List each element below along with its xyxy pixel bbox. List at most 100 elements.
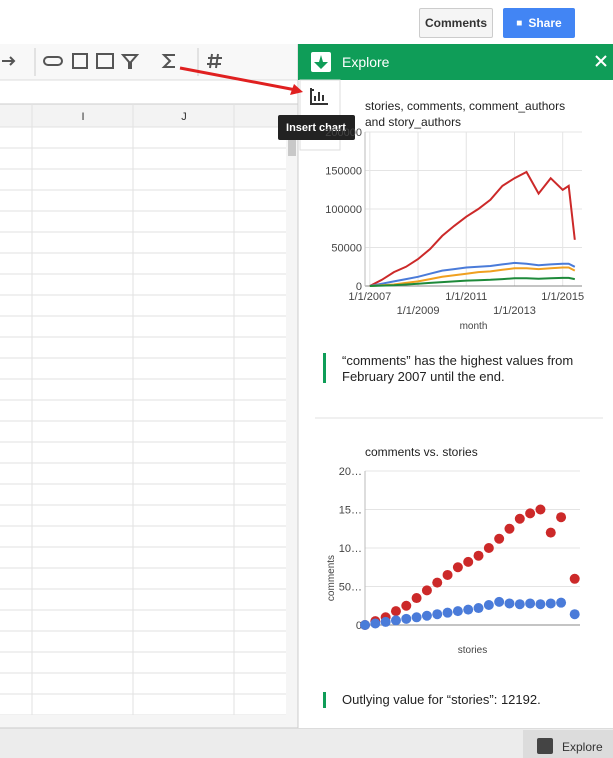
scatter-point xyxy=(556,512,567,523)
scatter-point xyxy=(525,598,536,609)
tooltip xyxy=(278,115,355,140)
cell-grid xyxy=(0,104,286,716)
scatter-point xyxy=(390,615,401,626)
scatter-point xyxy=(370,618,381,629)
link-icon[interactable] xyxy=(43,56,63,66)
column-header-bar xyxy=(0,104,298,127)
explore-button-label[interactable]: Explore xyxy=(562,740,603,754)
chart-title: comments vs. stories xyxy=(365,445,478,459)
scatter-point xyxy=(494,533,505,544)
close-button[interactable] xyxy=(595,55,607,67)
scatter-point xyxy=(411,593,422,604)
insight-bar xyxy=(323,353,326,383)
scatter-point xyxy=(432,609,443,620)
toolbar-icons xyxy=(2,53,222,69)
scatter-point xyxy=(569,573,580,584)
scatter-point xyxy=(473,603,484,614)
series-line xyxy=(369,266,576,287)
lock-icon: ■ xyxy=(516,17,523,29)
x-tick-label: 1/1/2015 xyxy=(541,291,584,303)
share-button[interactable]: ■ Share xyxy=(503,8,575,38)
borders-icon xyxy=(2,56,16,66)
scatter-point xyxy=(421,585,432,596)
y-axis-label: comments xyxy=(326,555,337,601)
scatter-point xyxy=(390,606,401,617)
x-tick-label: 1/1/2011 xyxy=(445,291,487,303)
tooltip-text: Insert chart xyxy=(286,122,346,134)
insight-bar xyxy=(323,692,326,708)
scatter-point xyxy=(411,612,422,623)
scroll-thumb[interactable] xyxy=(288,140,296,156)
share-label[interactable]: Share xyxy=(528,16,562,30)
chart-title: stories, comments, comment_authors and s… xyxy=(365,99,566,129)
y-tick-label: 20… xyxy=(339,466,362,478)
series-line xyxy=(369,170,576,287)
y-tick-label: 150000 xyxy=(325,166,362,178)
explore-header xyxy=(298,44,613,80)
scatter-point xyxy=(569,609,580,620)
chart-icon[interactable] xyxy=(96,53,114,69)
scatter-point xyxy=(380,616,391,627)
arrow-head xyxy=(290,84,303,95)
y-tick-label: 15… xyxy=(339,505,362,517)
scatter-point xyxy=(535,599,546,610)
explore-logo-star xyxy=(314,55,328,69)
functions-icon[interactable] xyxy=(161,54,175,68)
scatter-point xyxy=(504,523,515,534)
scatter-point xyxy=(504,598,515,609)
y-tick-label: 100000 xyxy=(325,204,362,216)
series-line xyxy=(369,261,576,287)
scatter-point xyxy=(442,569,453,580)
scatter-point xyxy=(432,577,443,588)
y-tick-label: 50000 xyxy=(331,243,362,255)
scatter-point xyxy=(514,513,525,524)
comments-button[interactable]: Comments xyxy=(419,8,493,38)
h-scrollbar[interactable] xyxy=(0,715,298,728)
column-header[interactable]: I xyxy=(81,111,84,123)
y-tick-label: 50… xyxy=(339,582,362,594)
input-tools-icon[interactable] xyxy=(207,53,222,69)
scatter-point xyxy=(463,556,474,567)
arrow xyxy=(179,66,297,92)
x-tick-label: 1/1/2007 xyxy=(348,291,391,303)
y-tick-label: 200000 xyxy=(325,127,362,139)
scatter-point xyxy=(545,527,556,538)
toolbar xyxy=(0,44,298,80)
scatter-point xyxy=(401,613,412,624)
explore-icon xyxy=(537,738,553,754)
scatter-point xyxy=(483,599,494,610)
scatter-point xyxy=(442,607,453,618)
x-axis-label: month xyxy=(460,321,488,332)
y-tick-label: 0 xyxy=(356,620,362,632)
scatter-point xyxy=(545,598,556,609)
scatter-point xyxy=(463,604,474,615)
insert-chart-icon[interactable] xyxy=(310,88,328,105)
x-tick-label: 1/1/2013 xyxy=(493,305,536,317)
y-tick-label: 0 xyxy=(356,281,362,293)
scatter-point xyxy=(514,599,525,610)
column-header[interactable]: J xyxy=(181,111,187,123)
scatter-point xyxy=(421,610,432,621)
scatter-point xyxy=(473,550,484,561)
insight-text: “comments” has the highest values from F… xyxy=(342,353,574,384)
filter-icon[interactable] xyxy=(120,54,140,69)
insight-text: Outlying value for “stories”: 12192. xyxy=(342,692,541,707)
scatter-point xyxy=(494,596,505,607)
scatter-point xyxy=(556,597,567,608)
scatter-point xyxy=(452,606,463,617)
series-line xyxy=(369,276,575,287)
scatter-point xyxy=(401,600,412,611)
x-axis-label: stories xyxy=(458,645,487,656)
scatter-point xyxy=(535,504,546,515)
scatter-point xyxy=(525,508,536,519)
scatter-point xyxy=(483,543,494,553)
comment-icon[interactable] xyxy=(72,53,88,69)
scatter-point xyxy=(452,562,463,573)
y-tick-label: 10… xyxy=(339,543,362,555)
bottom-bar xyxy=(0,728,613,758)
explore-title: Explore xyxy=(342,54,390,70)
scatter-point xyxy=(360,620,370,630)
scrollbar[interactable] xyxy=(286,127,298,728)
